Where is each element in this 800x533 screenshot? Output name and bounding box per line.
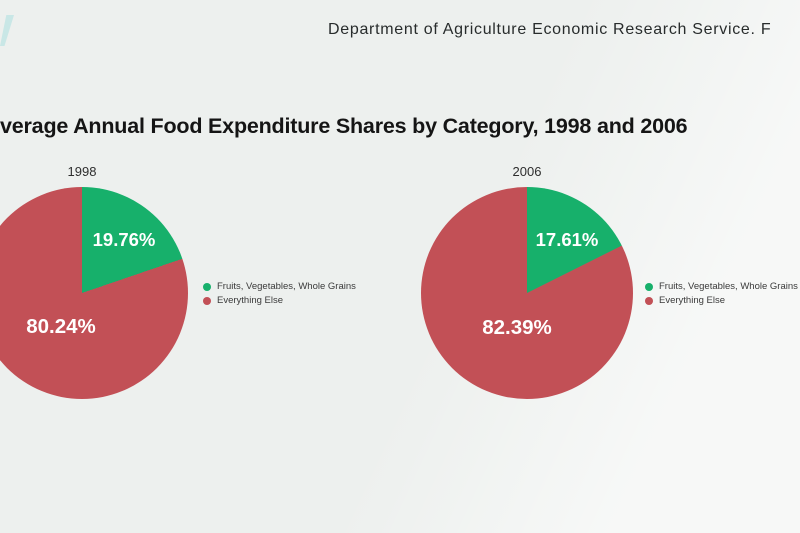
pie-chart-2006 [421,187,633,399]
slice-label-2006-everything-else: 82.39% [482,316,552,339]
legend-swatch-red-icon [203,296,211,305]
legend-2006: Fruits, Vegetables, Whole Grains Everyth… [645,281,798,306]
logo-icon [0,15,14,46]
source-attribution: Department of Agriculture Economic Resea… [328,21,772,38]
slice-label-2006-fruits: 17.61% [535,229,599,250]
legend-swatch-red-icon [645,296,653,305]
legend-item-label: Everything Else [659,295,726,306]
legend-item: Fruits, Vegetables, Whole Grains [645,281,798,292]
pie-year-label-1998: 1998 [67,164,97,179]
legend-item-label: Fruits, Vegetables, Whole Grains [217,281,356,292]
legend-1998: Fruits, Vegetables, Whole Grains Everyth… [203,281,356,306]
pie-chart-1998 [0,187,188,399]
legend-item: Everything Else [645,295,798,306]
legend-swatch-green-icon [203,282,211,291]
legend-item: Everything Else [203,295,356,306]
pie-year-label-2006: 2006 [512,164,542,179]
legend-item-label: Fruits, Vegetables, Whole Grains [659,281,798,292]
legend-item-label: Everything Else [217,295,284,306]
slice-label-1998-everything-else: 80.24% [26,315,96,338]
legend-swatch-green-icon [645,282,653,291]
legend-item: Fruits, Vegetables, Whole Grains [203,281,356,292]
slice-label-1998-fruits: 19.76% [92,229,156,250]
chart-title: verage Annual Food Expenditure Shares by… [0,114,688,138]
